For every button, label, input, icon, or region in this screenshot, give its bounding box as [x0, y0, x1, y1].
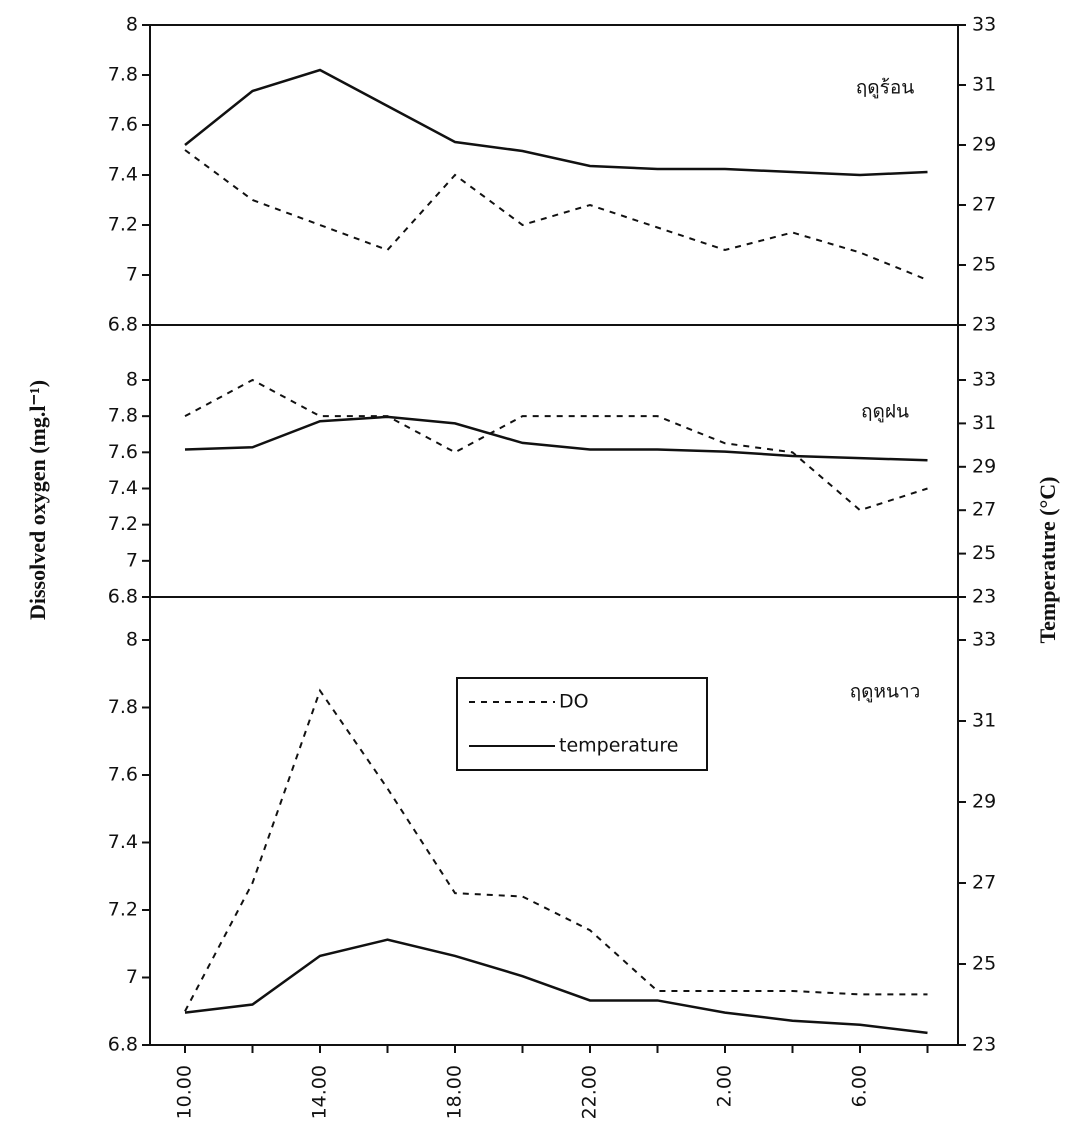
- y-tick-label: 7.8: [108, 64, 138, 86]
- y2-tick-label: 27: [972, 499, 996, 521]
- y-tick-label: 7.6: [108, 441, 138, 463]
- y2-tick-label: 25: [972, 542, 996, 564]
- season-label: ฤดูฝน: [861, 401, 909, 423]
- y-tick-label: 7.6: [108, 764, 138, 786]
- y-tick-label: 6.8: [108, 314, 138, 336]
- y-tick-label: 8: [126, 369, 138, 391]
- y-tick-label: 7.6: [108, 114, 138, 136]
- y-tick-label: 6.8: [108, 586, 138, 608]
- y2-tick-label: 23: [972, 314, 996, 336]
- y-tick-label: 7.8: [108, 696, 138, 718]
- data-line: [184, 415, 928, 462]
- y2-tick-label: 29: [972, 134, 996, 156]
- y-tick-label: 7.4: [108, 164, 138, 186]
- y2-tick-label: 31: [972, 710, 996, 732]
- y-tick-label: 7.4: [108, 477, 138, 499]
- data-line: [184, 68, 928, 177]
- legend: DO temperature: [456, 677, 708, 771]
- y-tick-label: 7: [126, 549, 138, 571]
- data-line: [184, 149, 928, 281]
- y2-tick-label: 25: [972, 953, 996, 975]
- y2-tick-label: 33: [972, 629, 996, 651]
- y-tick-label: 8: [126, 629, 138, 651]
- y2-axis-label: Temperature (°C): [1035, 476, 1060, 643]
- season-label: ฤดูร้อน: [856, 77, 914, 99]
- y2-tick-label: 31: [972, 74, 996, 96]
- x-tick-label: 6.00: [849, 1065, 871, 1107]
- y2-tick-label: 25: [972, 254, 996, 276]
- y2-tick-label: 33: [972, 14, 996, 36]
- y2-tick-label: 27: [972, 194, 996, 216]
- y-tick-label: 7: [126, 966, 138, 988]
- data-line: [184, 378, 928, 512]
- legend-label: temperature: [559, 735, 678, 757]
- data-line: [184, 938, 928, 1035]
- legend-label: DO: [559, 691, 589, 713]
- y-tick-label: 7: [126, 264, 138, 286]
- y2-tick-label: 29: [972, 791, 996, 813]
- y-tick-label: 7.2: [108, 513, 138, 535]
- y2-tick-label: 33: [972, 369, 996, 391]
- data-line: [184, 688, 928, 1012]
- x-tick-label: 14.00: [309, 1065, 331, 1119]
- x-tick-label: 22.00: [579, 1065, 601, 1119]
- y-tick-label: 7.8: [108, 405, 138, 427]
- x-tick-label: 2.00: [714, 1065, 736, 1107]
- y2-tick-label: 31: [972, 412, 996, 434]
- x-tick-label: 18.00: [444, 1065, 466, 1119]
- y-axis-label: Dissolved oxygen (mg.l⁻¹): [25, 380, 50, 620]
- y2-tick-label: 23: [972, 1034, 996, 1056]
- x-tick-label: 10.00: [174, 1065, 196, 1119]
- y2-tick-label: 27: [972, 872, 996, 894]
- y2-tick-label: 29: [972, 455, 996, 477]
- y-tick-label: 6.8: [108, 1034, 138, 1056]
- legend-box: [456, 677, 708, 771]
- y-tick-label: 7.2: [108, 899, 138, 921]
- y-tick-label: 8: [126, 14, 138, 36]
- y-tick-label: 7.4: [108, 831, 138, 853]
- y2-tick-label: 23: [972, 586, 996, 608]
- y-tick-label: 7.2: [108, 214, 138, 236]
- season-label: ฤดูหนาว: [850, 681, 921, 703]
